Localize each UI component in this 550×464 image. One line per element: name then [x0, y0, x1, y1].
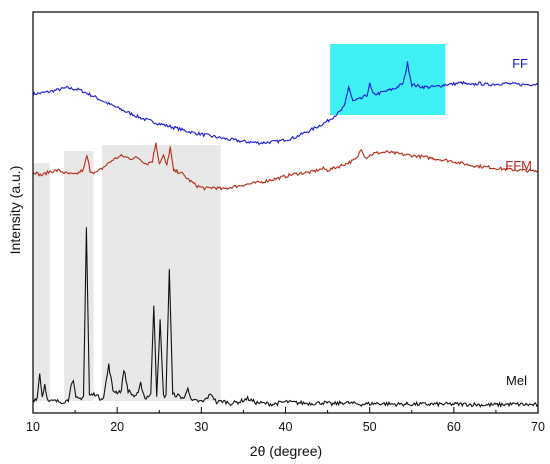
highlight-band-grey — [102, 145, 221, 401]
highlight-bands — [33, 44, 446, 401]
x-tick-label: 70 — [531, 420, 545, 434]
x-axis: 10 20 30 40 50 60 70 — [26, 407, 545, 434]
series-line-ffm — [32, 142, 539, 191]
x-tick-label: 40 — [279, 420, 293, 434]
series-group — [32, 61, 539, 408]
series-line-mel — [32, 227, 539, 408]
highlight-band-cyan — [330, 44, 446, 115]
x-tick-label: 10 — [26, 420, 40, 434]
series-label-mel: Mel — [506, 373, 527, 388]
y-axis-title: Intensity (a.u.) — [7, 166, 23, 255]
series-label-ffm: FFM — [505, 158, 532, 173]
x-tick-label: 20 — [110, 420, 124, 434]
series-label-ff: FF — [512, 56, 528, 71]
series-line-ff — [32, 61, 539, 146]
x-tick-label: 50 — [363, 420, 377, 434]
x-tick-label: 60 — [447, 420, 461, 434]
series-labels: FF FFM Mel — [505, 56, 532, 388]
x-axis-title: 2θ (degree) — [250, 443, 322, 459]
highlight-band-grey — [33, 163, 50, 401]
x-tick-label: 30 — [194, 420, 208, 434]
